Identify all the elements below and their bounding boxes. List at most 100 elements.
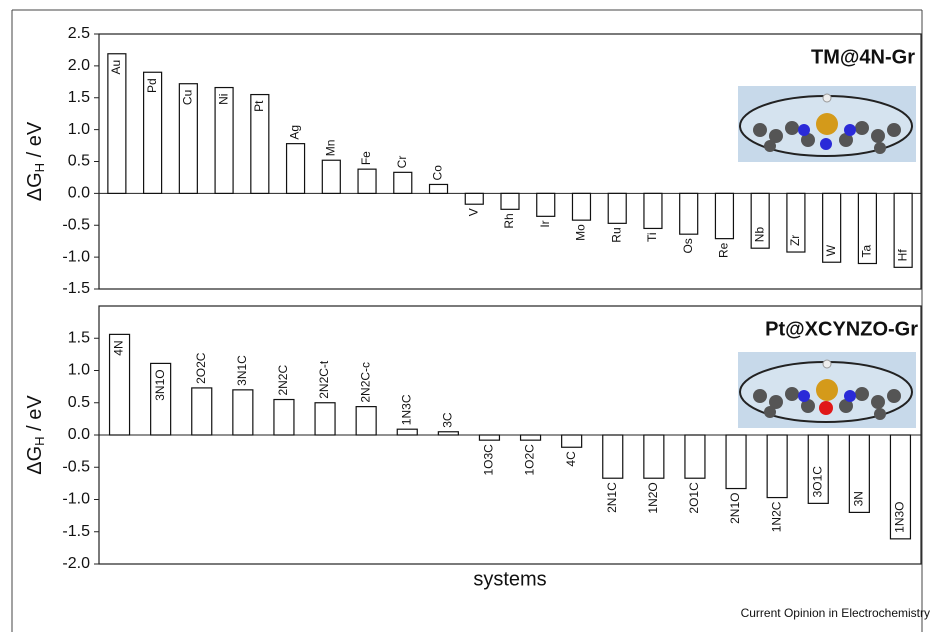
bar-label: 2N1C [605,482,619,513]
y-label-main: ΔG [24,446,46,475]
bar [603,435,623,478]
inset-top [738,86,916,162]
bar-label: Au [109,60,123,75]
bar-label: Ir [538,220,552,227]
y-tick-label: 0.5 [68,394,90,411]
y-tick-label: 0.5 [68,153,90,170]
bar [715,193,733,238]
bar [315,403,335,435]
bar-label: 2N1O [728,493,742,524]
bar-label: 2N2C-t [317,360,331,399]
chart-title: TM@4N-Gr [811,46,915,68]
bar-label: 3O1C [810,466,824,498]
bar [644,435,664,478]
bar-label: 1N3C [399,394,413,425]
y-tick-label: 1.0 [68,362,90,379]
bar-label: Cr [395,156,409,169]
y-label-sub: H [32,163,47,172]
y-tick-label: 1.5 [68,89,90,106]
bar-label: Nb [752,227,766,243]
bar [680,193,698,234]
bar-label: 1O2C [523,444,537,476]
bar [767,435,787,498]
bar-label: Ni [216,94,230,105]
bar [572,193,590,220]
bar [726,435,746,489]
bar [287,144,305,194]
y-tick-label: -1.5 [62,280,90,297]
bar-label: Fe [359,151,373,165]
y-tick-label: -0.5 [62,458,90,475]
x-axis-label: systems [473,568,546,590]
bar-label: Hf [895,249,909,262]
source: Current Opinion in Electrochemistry [741,606,930,620]
bar [397,429,417,435]
bar-label: W [824,244,838,256]
bar [322,160,340,193]
bar-label: Zr [788,235,802,246]
y-tick-label: 1.0 [68,121,90,138]
bar [358,169,376,193]
bar-label: Re [717,242,731,258]
bar-label: Ta [860,245,874,258]
bar-label: V [466,208,480,216]
bar-label: Pt [252,100,266,112]
y-label-main: ΔG [24,172,46,201]
y-tick-label: -0.5 [62,216,90,233]
y-axis-label: ΔGH / eV [24,395,47,475]
bar-label: 3N1C [235,355,249,386]
y-label-unit: / eV [24,395,46,437]
bar-label: 2N2C-c [358,362,372,403]
bar [274,400,294,435]
bar-label: Os [681,238,695,253]
bar [479,435,499,440]
bar-label: 3N1O [153,369,167,400]
bar [562,435,582,447]
bar-label: Mo [574,224,588,241]
y-tick-label: 2.0 [68,57,90,74]
bar [394,172,412,193]
bar [501,193,519,209]
bar [644,193,662,228]
bar-label: Pd [145,78,159,93]
y-tick-label: 1.5 [68,329,90,346]
bar [356,407,376,435]
bar-label: 3C [441,412,455,428]
bar [685,435,705,478]
bar-label: 1O3C [482,444,496,476]
inset-bottom [738,352,916,428]
bar [192,388,212,435]
y-tick-label: 2.5 [68,25,90,42]
y-tick-label: -1.0 [62,248,90,265]
y-axis-label: ΔGH / eV [24,121,47,201]
bar [521,435,541,440]
y-label-unit: / eV [24,121,46,163]
bar-label: 2O1C [687,482,701,514]
bar-label: Ru [609,227,623,242]
y-tick-label: 0.0 [68,426,90,443]
bar-label: 4C [564,451,578,467]
bar-label: 4N [112,340,126,355]
bar [608,193,626,223]
bar-label: 1N2O [646,482,660,513]
bar [537,193,555,216]
bar-label: 1N3O [893,501,907,532]
bar-label: 3N [852,491,866,506]
y-tick-label: -1.5 [62,523,90,540]
bar-label: 2N2C [276,365,290,396]
bar-label: 1N2C [769,501,783,532]
bar [438,432,458,435]
bar-label: Ti [645,232,659,242]
y-tick-label: -1.0 [62,491,90,508]
bar-label: Ag [288,125,302,140]
bar [430,184,448,193]
y-tick-label: 0.0 [68,185,90,202]
bar-label: Cu [181,90,195,105]
figure: Current Opinion in Electrochemistry -1.5… [0,0,934,632]
bar-label: Co [431,165,445,181]
bar [233,390,253,435]
y-tick-label: -2.0 [62,555,90,572]
bar-label: Rh [502,213,516,228]
bar [465,193,483,204]
chart-title: Pt@XCYNZO-Gr [765,318,918,340]
